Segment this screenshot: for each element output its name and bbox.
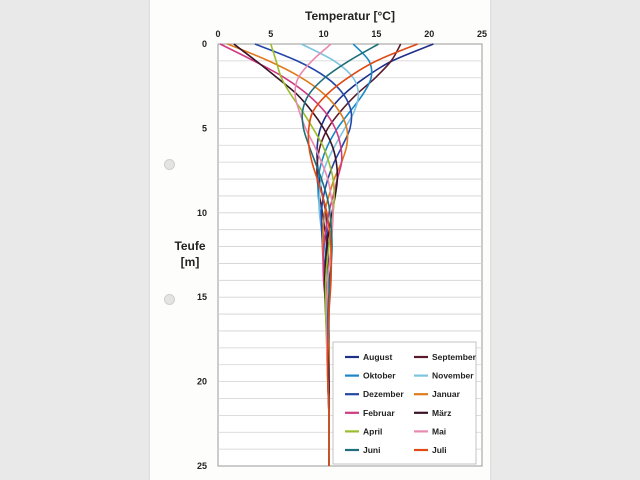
y-tick-label: 5 — [202, 123, 207, 133]
y-tick-label: 10 — [197, 208, 207, 218]
y-tick-labels: 0 5 10 15 20 25 — [197, 39, 207, 471]
y-tick-label: 15 — [197, 292, 207, 302]
punch-hole — [164, 294, 175, 305]
x-tick-labels: 0 5 10 15 20 25 — [215, 29, 487, 39]
legend-label: August — [363, 352, 392, 362]
series-line-mai — [294, 43, 334, 467]
legend-label: Juli — [432, 445, 447, 455]
y-tick-label: 20 — [197, 377, 207, 387]
y-tick-label: 0 — [202, 39, 207, 49]
y-axis-title-line1: Teufe — [174, 239, 205, 253]
series-line-januar — [227, 43, 349, 466]
legend-label: September — [432, 352, 477, 362]
legend-box — [332, 341, 477, 465]
legend-label: März — [432, 408, 451, 418]
x-tick-label: 15 — [371, 29, 381, 39]
legend-label: April — [363, 426, 382, 436]
x-axis-title: Temperatur [°C] — [305, 9, 395, 23]
x-tick-label: 10 — [319, 29, 329, 39]
legend-label: Februar — [363, 408, 395, 418]
x-tick-label: 25 — [477, 29, 487, 39]
series-lines — [219, 43, 434, 467]
legend-label: November — [432, 371, 474, 381]
legend: August September Oktober November Dezember Ja… — [332, 341, 477, 465]
x-tick-label: 0 — [215, 29, 220, 39]
punch-hole — [164, 159, 175, 170]
legend-label: Juni — [363, 445, 380, 455]
y-axis-title-line2: [m] — [181, 255, 200, 269]
x-tick-label: 20 — [424, 29, 434, 39]
legend-label: Dezember — [363, 389, 404, 399]
x-tick-label: 5 — [268, 29, 273, 39]
legend-label: Mai — [432, 426, 446, 436]
series-line-juli — [307, 43, 418, 467]
legend-label: Oktober — [363, 371, 396, 381]
y-tick-label: 25 — [197, 461, 207, 471]
legend-label: Januar — [432, 389, 461, 399]
